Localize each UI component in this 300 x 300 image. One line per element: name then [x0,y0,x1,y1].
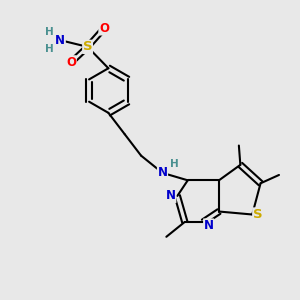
Text: H: H [45,27,54,37]
Text: O: O [66,56,76,69]
Text: N: N [166,189,176,203]
Text: N: N [55,34,65,47]
Text: S: S [253,208,262,221]
Text: N: N [158,167,167,179]
Text: H: H [170,159,179,169]
Text: S: S [83,40,92,53]
Text: O: O [99,22,109,35]
Text: H: H [45,44,54,54]
Text: N: N [204,219,214,232]
